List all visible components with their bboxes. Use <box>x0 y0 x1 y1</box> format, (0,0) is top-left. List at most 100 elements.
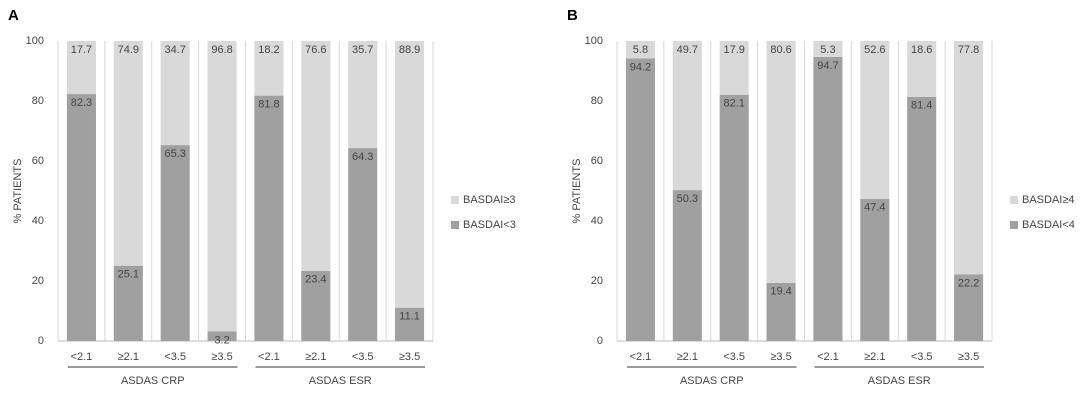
data-label: 3.2 <box>214 334 229 346</box>
y-tick-label: 80 <box>32 95 44 107</box>
bar-segment <box>207 331 237 341</box>
legend-label: BASDAI≥3 <box>463 194 516 206</box>
bar-segment <box>954 274 984 341</box>
bar-segment <box>254 95 284 341</box>
group-label: ASDAS CRP <box>680 375 744 387</box>
y-tick-label: 40 <box>32 215 44 227</box>
legend-swatch <box>1010 221 1018 229</box>
legend-label: BASDAI<4 <box>1022 219 1075 231</box>
x-tick-label: ≥3.5 <box>958 351 979 363</box>
y-tick-label: 0 <box>38 335 44 347</box>
legend-swatch <box>451 221 459 229</box>
bar-segment <box>813 56 843 342</box>
bar-segment <box>907 41 937 97</box>
data-label: 5.3 <box>820 44 835 56</box>
bar-segment <box>301 270 331 341</box>
bar-segment <box>907 96 937 341</box>
bar-segment <box>672 190 702 341</box>
bar-segment <box>348 148 378 341</box>
data-label: 94.7 <box>817 60 838 72</box>
y-axis-label: % PATIENTS <box>12 159 24 224</box>
data-label: 81.4 <box>911 100 932 112</box>
bar-segment <box>160 145 190 341</box>
data-label: 34.7 <box>164 44 185 56</box>
x-tick-label: ≥2.1 <box>864 351 885 363</box>
data-label: 82.1 <box>723 98 744 110</box>
x-tick-label: ≥2.1 <box>677 351 698 363</box>
bar-segment <box>113 265 143 341</box>
data-label: 80.6 <box>770 44 791 56</box>
legend-label: BASDAI≥4 <box>1022 194 1075 206</box>
y-tick-label: 60 <box>32 155 44 167</box>
legend-swatch <box>1010 196 1018 204</box>
legend-label: BASDAI<3 <box>463 219 516 231</box>
y-axis-label: % PATIENTS <box>571 159 583 224</box>
x-tick-label: <2.1 <box>817 351 839 363</box>
panel-label: B <box>567 7 578 24</box>
y-tick-label: 20 <box>591 275 603 287</box>
data-label: 5.8 <box>633 44 648 56</box>
x-tick-label: <3.5 <box>352 351 374 363</box>
bar-segment <box>766 282 796 341</box>
data-label: 25.1 <box>118 269 139 281</box>
data-label: 76.6 <box>305 44 326 56</box>
data-label: 81.8 <box>258 99 279 111</box>
panel-label: A <box>8 7 19 24</box>
y-tick-label: 40 <box>591 215 603 227</box>
data-label: 47.4 <box>864 202 885 214</box>
bar-segment <box>813 41 843 57</box>
x-tick-label: ≥2.1 <box>118 351 139 363</box>
x-tick-label: ≥3.5 <box>399 351 420 363</box>
data-label: 23.4 <box>305 274 326 286</box>
legend-swatch <box>451 196 459 204</box>
bar-segment <box>625 58 655 342</box>
bar-segment <box>395 41 425 308</box>
bar-segment <box>672 41 702 191</box>
x-tick-label: <2.1 <box>258 351 280 363</box>
y-tick-label: 20 <box>32 275 44 287</box>
data-label: 94.2 <box>630 61 651 73</box>
bar-segment <box>66 94 96 341</box>
data-label: 77.8 <box>958 44 979 56</box>
data-label: 88.9 <box>399 44 420 56</box>
data-label: 18.2 <box>258 44 279 56</box>
x-tick-label: <2.1 <box>630 351 652 363</box>
bar-segment <box>160 41 190 146</box>
x-tick-label: <3.5 <box>723 351 745 363</box>
x-tick-label: ≥3.5 <box>770 351 791 363</box>
bar-segment <box>301 41 331 271</box>
y-tick-label: 0 <box>597 335 603 347</box>
data-label: 50.3 <box>677 193 698 205</box>
x-tick-label: ≥3.5 <box>211 351 232 363</box>
bar-segment <box>719 94 749 341</box>
x-tick-label: <3.5 <box>164 351 186 363</box>
x-tick-label: <2.1 <box>71 351 93 363</box>
data-label: 17.9 <box>723 44 744 56</box>
bar-segment <box>395 307 425 341</box>
data-label: 64.3 <box>352 151 373 163</box>
x-tick-label: <3.5 <box>911 351 933 363</box>
group-label: ASDAS ESR <box>309 375 372 387</box>
bar-segment <box>719 41 749 95</box>
data-label: 18.6 <box>911 44 932 56</box>
bar-segment <box>766 41 796 283</box>
data-label: 52.6 <box>864 44 885 56</box>
bar-segment <box>860 198 890 341</box>
data-label: 17.7 <box>71 44 92 56</box>
bar-segment <box>625 41 655 59</box>
y-tick-label: 100 <box>585 35 603 47</box>
bar-segment <box>254 41 284 96</box>
x-tick-label: ≥2.1 <box>305 351 326 363</box>
data-label: 22.2 <box>958 277 979 289</box>
bar-segment <box>860 41 890 199</box>
data-label: 35.7 <box>352 44 373 56</box>
bar-segment <box>113 41 143 266</box>
data-label: 65.3 <box>164 148 185 160</box>
group-label: ASDAS ESR <box>868 375 931 387</box>
data-label: 96.8 <box>211 44 232 56</box>
y-tick-label: 60 <box>591 155 603 167</box>
data-label: 19.4 <box>770 286 791 298</box>
data-label: 74.9 <box>118 44 139 56</box>
data-label: 82.3 <box>71 97 92 109</box>
